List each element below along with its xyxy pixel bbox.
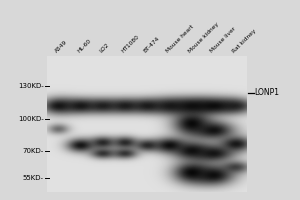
Text: Mouse liver: Mouse liver <box>209 26 237 54</box>
Text: HL-60: HL-60 <box>76 38 92 54</box>
Text: LONP1: LONP1 <box>254 88 279 97</box>
Text: Mouse heart: Mouse heart <box>165 24 194 54</box>
Text: 130KD-: 130KD- <box>18 83 44 89</box>
Text: Rat kidney: Rat kidney <box>231 28 257 54</box>
Text: 70KD-: 70KD- <box>22 148 44 154</box>
Text: HT1080: HT1080 <box>121 34 140 54</box>
Text: Mouse kidney: Mouse kidney <box>187 22 220 54</box>
Text: LO2: LO2 <box>98 42 110 54</box>
Text: BT-474: BT-474 <box>143 36 161 54</box>
Text: A549: A549 <box>54 40 68 54</box>
Text: 55KD-: 55KD- <box>22 175 44 181</box>
Text: 100KD-: 100KD- <box>18 116 44 122</box>
